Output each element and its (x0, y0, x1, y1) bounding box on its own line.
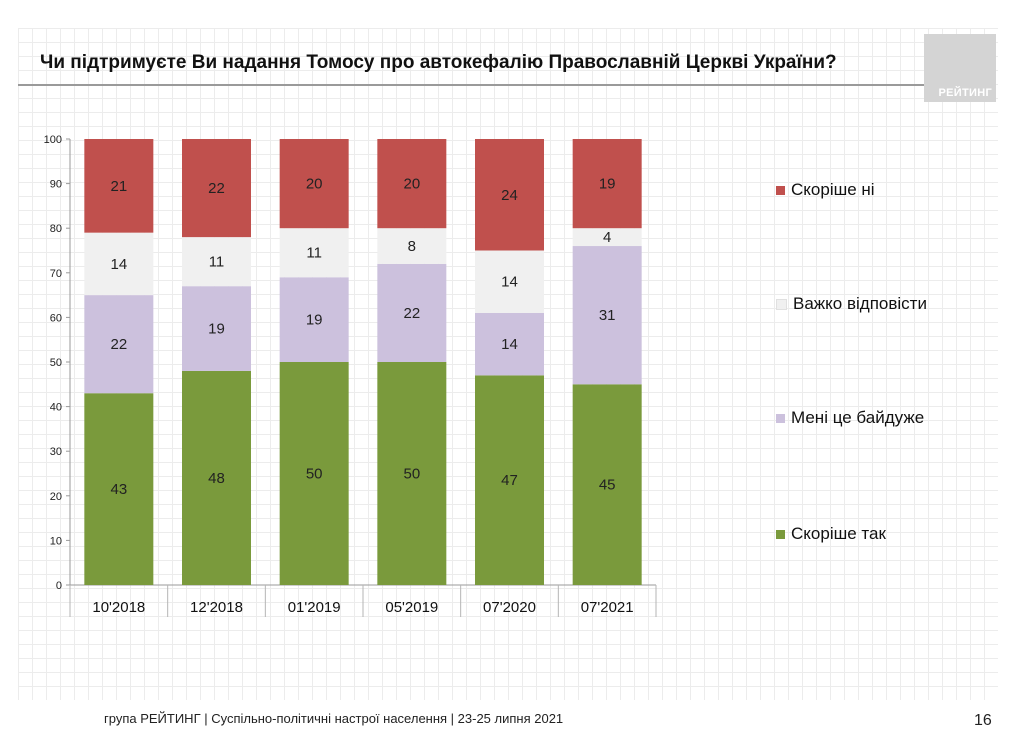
data-label: 22 (208, 180, 225, 197)
bar-segment (475, 250, 544, 313)
data-label: 43 (110, 481, 127, 498)
legend-item: Скоріше ні (776, 180, 875, 200)
bar-segment (377, 362, 447, 585)
data-label: 19 (599, 176, 616, 193)
x-tick-label: 12'2018 (190, 599, 243, 616)
data-label: 22 (110, 336, 127, 353)
data-label: 14 (501, 274, 518, 291)
bar-segment (572, 384, 642, 585)
y-tick-label: 90 (50, 179, 62, 191)
legend-swatch (776, 413, 785, 423)
data-label: 50 (403, 466, 420, 483)
bar-segment (84, 393, 154, 585)
data-label: 14 (501, 336, 518, 353)
bar-segment (84, 295, 154, 394)
bar-segment (279, 362, 349, 585)
logo-text: РЕЙТИНГ (938, 87, 992, 99)
data-label: 19 (306, 312, 323, 329)
bar-segment (279, 139, 349, 229)
data-label: 14 (110, 256, 127, 273)
legend-label: Скоріше ні (791, 180, 875, 199)
legend-label: Мені це байдуже (791, 408, 925, 427)
legend-item: Мені це байдуже (776, 408, 924, 428)
data-label: 50 (306, 466, 323, 483)
y-tick-label: 10 (50, 535, 62, 547)
bar-segment (279, 277, 349, 362)
legend-swatch (776, 529, 785, 539)
bar-segment (572, 139, 642, 229)
x-tick-label: 01'2019 (288, 599, 341, 616)
data-label: 48 (208, 470, 225, 487)
data-label: 31 (599, 307, 616, 324)
y-tick-label: 20 (50, 491, 62, 503)
y-tick-label: 70 (50, 268, 62, 280)
data-label: 47 (501, 472, 518, 489)
bar-segment (572, 228, 642, 247)
y-tick-label: 80 (50, 223, 62, 235)
bar-segment (377, 263, 447, 362)
bar-segment (377, 139, 447, 229)
bar-segment (182, 286, 251, 371)
title-divider (18, 84, 924, 86)
data-label: 22 (403, 305, 420, 322)
data-label: 11 (306, 245, 322, 262)
bar-segment (572, 246, 642, 385)
bar-segment (475, 375, 544, 585)
y-tick-label: 50 (50, 357, 62, 369)
legend-item: Скоріше так (776, 524, 886, 544)
page-number: 16 (974, 712, 992, 729)
chart-legend: Скоріше ні Важко відповісти Мені це байдуж… (776, 170, 976, 570)
data-label: 4 (603, 229, 611, 246)
data-label: 11 (209, 254, 225, 271)
bar-segment (182, 370, 251, 585)
bar-segment (475, 139, 544, 251)
x-tick-label: 07'2021 (581, 599, 634, 616)
brand-logo: РЕЙТИНГ (924, 34, 996, 102)
data-label: 19 (208, 321, 225, 338)
legend-swatch (776, 185, 785, 195)
legend-item: Важко відповісти (776, 294, 927, 314)
data-label: 45 (599, 477, 616, 494)
x-tick-label: 10'2018 (92, 599, 145, 616)
legend-label: Скоріше так (791, 524, 886, 543)
y-tick-label: 0 (56, 580, 62, 592)
footer-text: група РЕЙТИНГ | Суспільно-політичні наст… (104, 711, 564, 726)
bar-segment (84, 232, 154, 296)
bar-segment (377, 228, 447, 264)
y-tick-label: 40 (50, 402, 62, 414)
data-label: 24 (501, 187, 518, 204)
bar-segment (84, 139, 154, 233)
bar-segment (182, 237, 251, 287)
legend-label: Важко відповісти (793, 294, 927, 313)
bar-segment (182, 139, 251, 238)
y-tick-label: 30 (50, 446, 62, 458)
legend-swatch (776, 298, 787, 310)
y-tick-label: 60 (50, 312, 62, 324)
bar-segment (475, 312, 544, 376)
y-tick-label: 100 (44, 134, 62, 146)
bar-segment (279, 228, 349, 278)
x-tick-label: 05'2019 (385, 599, 438, 616)
data-label: 20 (403, 176, 420, 193)
data-label: 20 (306, 176, 323, 193)
data-label: 8 (408, 238, 416, 255)
chart-title: Чи підтримуєте Ви надання Томосу про авт… (40, 52, 837, 73)
data-label: 21 (110, 178, 127, 195)
x-tick-label: 07'2020 (483, 599, 536, 616)
